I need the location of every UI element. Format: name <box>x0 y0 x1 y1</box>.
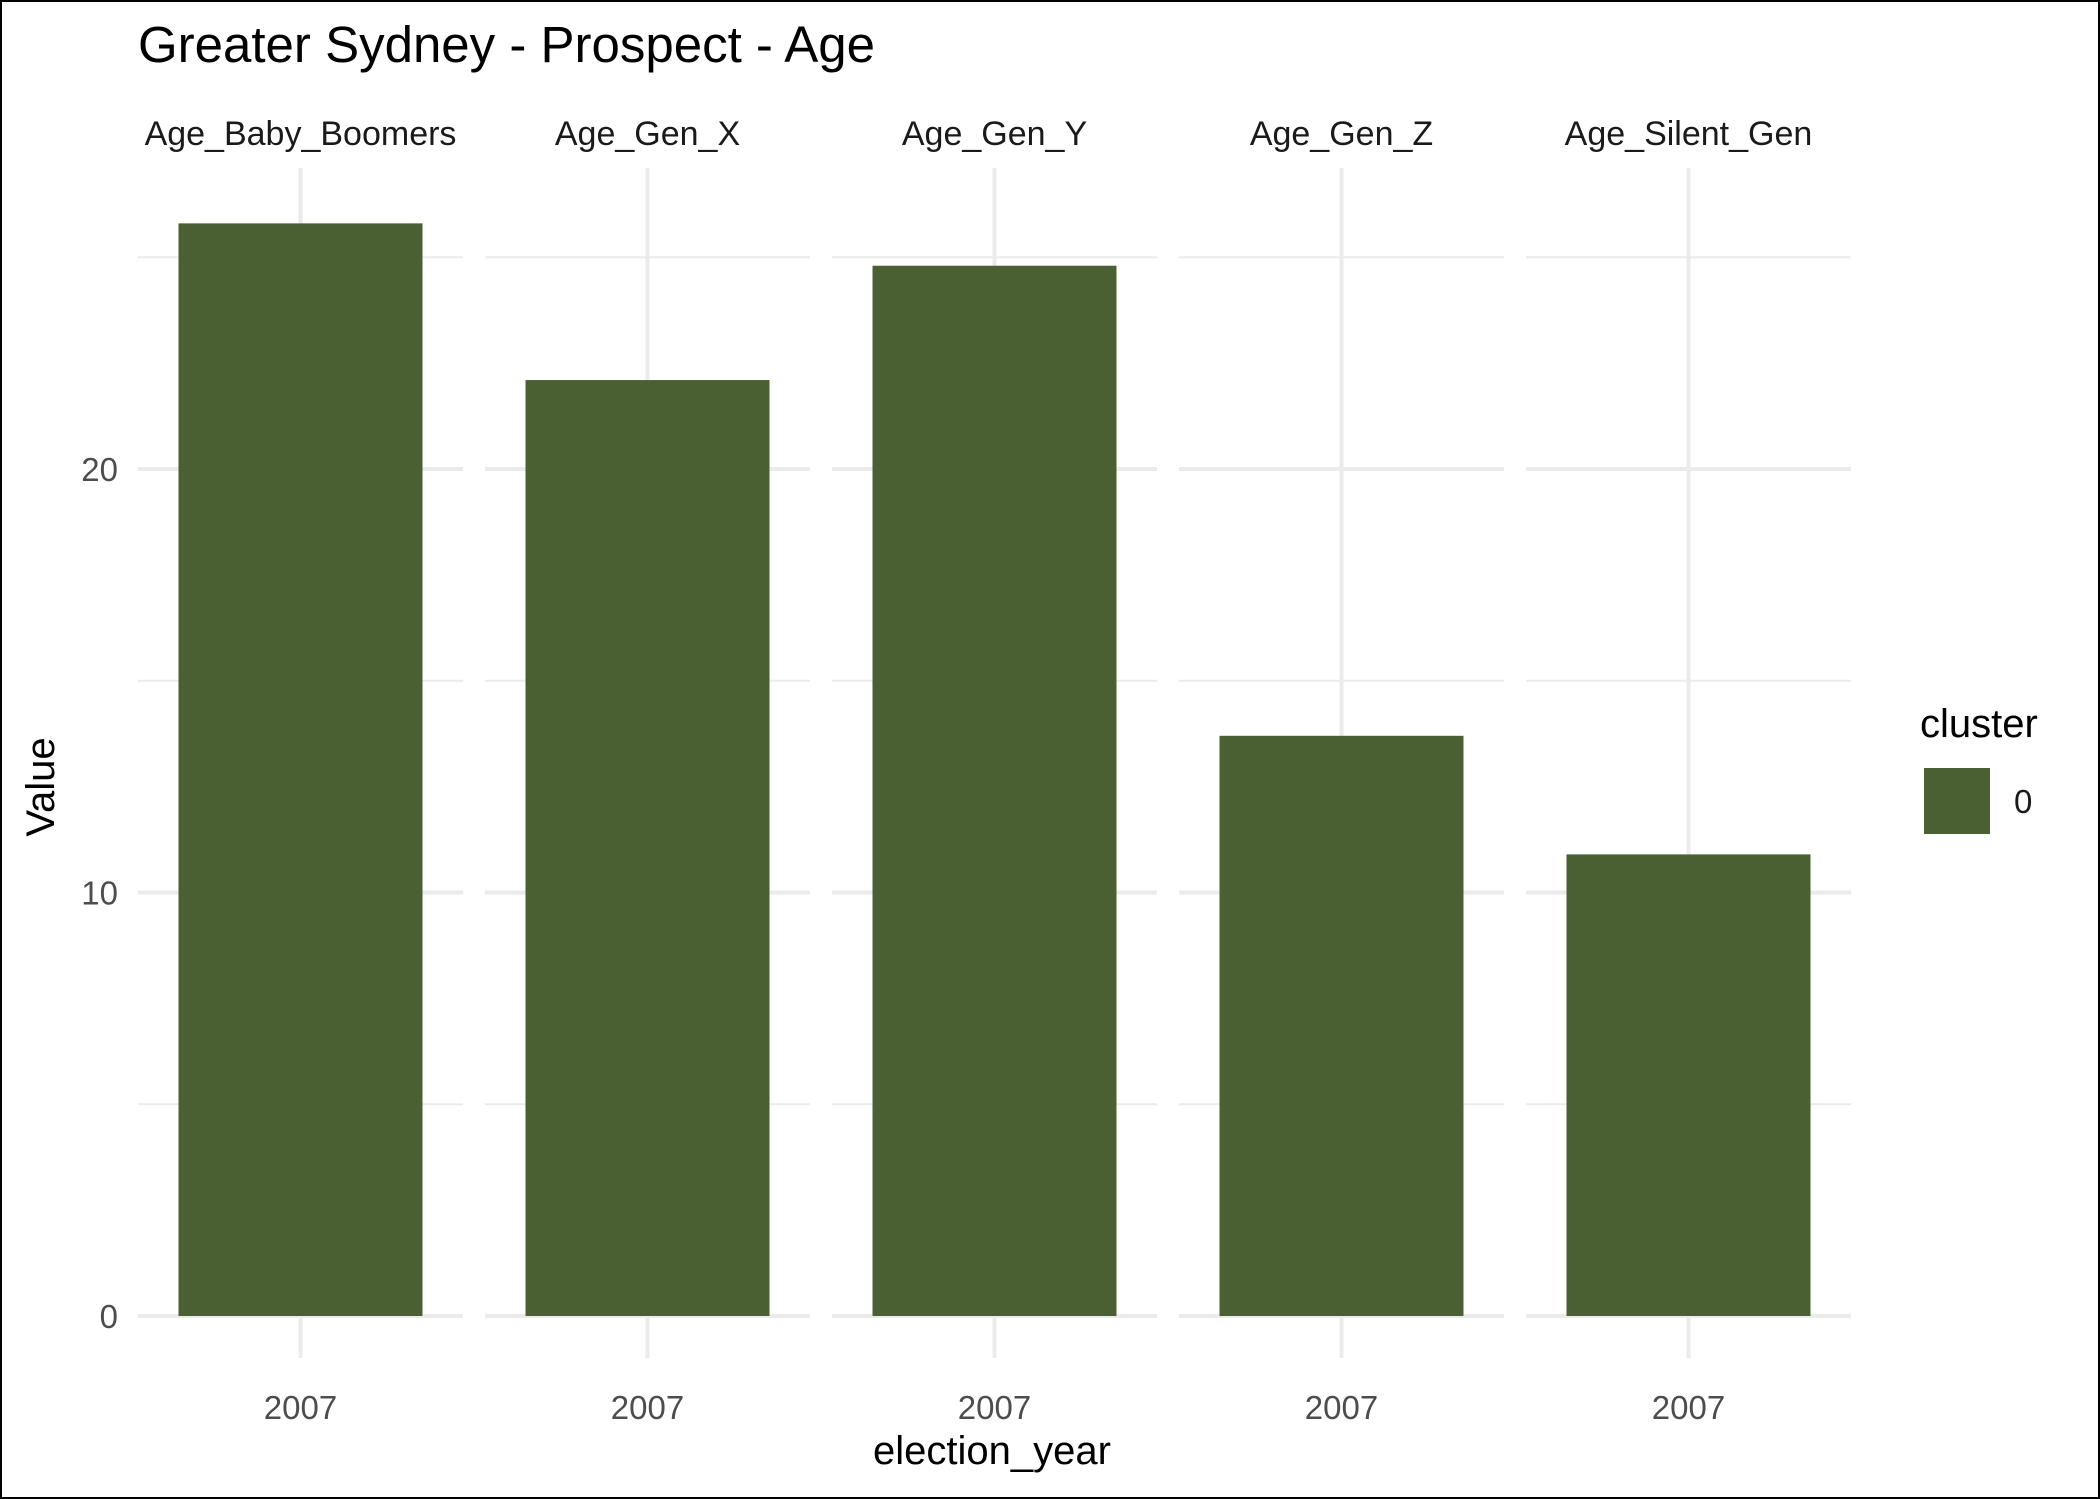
x-tick-label: 2007 <box>611 1389 684 1426</box>
bar-age-silent-gen <box>1566 854 1811 1316</box>
x-axis-title: election_year <box>873 1429 1111 1473</box>
legend-key-swatch <box>1924 768 1990 834</box>
bars <box>178 223 1811 1317</box>
bar-age-gen-x <box>525 380 770 1316</box>
bar-age-baby-boomers <box>178 223 423 1316</box>
facet-strip-labels: Age_Baby_Boomers Age_Gen_X Age_Gen_Y Age_Ge… <box>145 115 1813 153</box>
y-axis-title: Value <box>19 737 63 836</box>
legend-title: cluster <box>1920 702 2038 746</box>
y-tick-label: 0 <box>100 1298 118 1335</box>
legend: cluster 0 <box>1920 702 2038 834</box>
y-tick-label: 10 <box>81 875 118 912</box>
facet-label: Age_Gen_Y <box>902 115 1087 153</box>
y-axis-ticks: 0 10 20 <box>81 451 118 1335</box>
chart-title: Greater Sydney - Prospect - Age <box>138 16 875 73</box>
y-tick-label: 20 <box>81 451 118 488</box>
facet-label: Age_Silent_Gen <box>1565 115 1813 153</box>
facet-label: Age_Gen_X <box>555 115 740 153</box>
facet-label: Age_Gen_Z <box>1250 115 1433 153</box>
bar-age-gen-y <box>872 265 1117 1317</box>
x-tick-label: 2007 <box>1652 1389 1725 1426</box>
bar-age-gen-z <box>1219 735 1464 1316</box>
x-axis-ticks: 2007 2007 2007 2007 2007 <box>264 1389 1725 1426</box>
facet-label: Age_Baby_Boomers <box>145 115 457 153</box>
x-tick-label: 2007 <box>264 1389 337 1426</box>
legend-entry-label: 0 <box>2014 783 2032 820</box>
x-tick-label: 2007 <box>958 1389 1031 1426</box>
x-tick-label: 2007 <box>1305 1389 1378 1426</box>
